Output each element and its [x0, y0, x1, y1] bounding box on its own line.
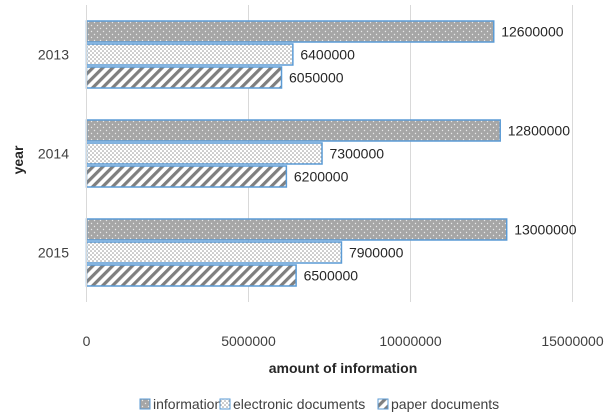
data-label: 6050000 [289, 70, 344, 86]
x-axis-title: amount of information [269, 360, 418, 376]
bar-electronic-documents-2014 [85, 142, 323, 165]
y-tick-label: 2015 [38, 245, 69, 261]
y-axis-title: year [10, 145, 26, 174]
y-tick-label: 2014 [38, 146, 69, 162]
axes: 0 5000000 10000000 15000000 2013 2014 2015 [38, 5, 604, 349]
legend-label: information [153, 396, 222, 412]
data-labels: 12600000 6400000 6050000 12800000 7300000 620… [289, 24, 577, 284]
data-label: 13000000 [514, 222, 577, 238]
legend: information electronic documents paper doc… [139, 396, 499, 412]
data-label: 6400000 [300, 47, 355, 63]
x-tick-label: 10000000 [379, 333, 442, 349]
bar-information-2015 [85, 218, 508, 241]
legend-swatch-paper-documents [377, 398, 389, 410]
bar-paper-documents-2013 [85, 66, 283, 89]
x-tick-label: 5000000 [221, 333, 276, 349]
legend-label: electronic documents [233, 396, 365, 412]
legend-swatch-information [139, 398, 151, 410]
x-tick-label: 0 [83, 333, 91, 349]
bar-information-2013 [85, 20, 495, 43]
bars [85, 20, 508, 287]
data-label: 12600000 [501, 24, 564, 40]
data-label: 12800000 [508, 123, 571, 139]
y-tick-label: 2013 [38, 47, 69, 63]
bar-paper-documents-2015 [85, 264, 297, 287]
bar-information-2014 [85, 119, 501, 142]
data-label: 7900000 [349, 245, 404, 261]
bar-paper-documents-2014 [85, 165, 288, 188]
data-label: 7300000 [330, 146, 385, 162]
data-label: 6200000 [294, 169, 349, 185]
legend-swatch-electronic-documents [219, 398, 231, 410]
bar-electronic-documents-2013 [85, 43, 294, 66]
x-tick-label: 15000000 [541, 333, 604, 349]
legend-label: paper documents [391, 396, 499, 412]
data-label: 6500000 [304, 268, 359, 284]
bar-electronic-documents-2015 [85, 241, 343, 264]
